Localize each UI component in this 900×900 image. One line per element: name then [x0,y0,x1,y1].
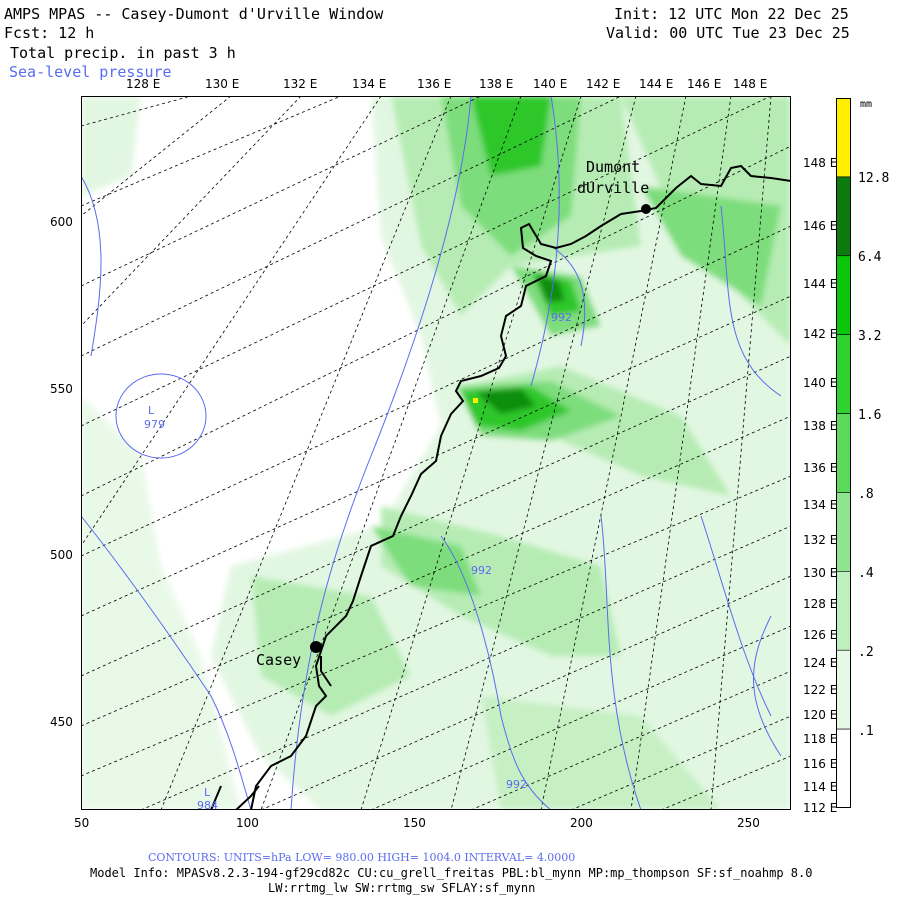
right-lon-label: 134 E [803,498,838,512]
isobar-label: 992 [551,311,572,324]
y-axis-label: 500 [50,548,73,562]
right-lon-label: 124 E [803,656,838,670]
station-label: dUrville [577,179,649,197]
right-lon-label: 120 E [803,708,838,722]
isobars [81,96,782,810]
field-name: Total precip. in past 3 h [10,44,236,62]
x-axis-label: 150 [403,816,426,830]
isobar-label: 979 [144,418,165,431]
colorbar-segment [836,255,851,335]
forecast-hour: Fcst: 12 h [4,24,95,42]
y-axis-label: 600 [50,215,73,229]
station-casey[interactable]: Casey [256,641,322,669]
top-lon-label: 142 E [586,77,621,91]
station-dumont-durville[interactable]: Dumont dUrville [577,158,651,214]
colorbar-label: 12.8 [858,171,890,186]
right-lon-label: 140 E [803,376,838,390]
model-info: Model Info: MPASv8.2.3-194-gf29cd82c CU:… [90,866,813,880]
precip-field [81,96,791,810]
y-axis-label: 550 [50,382,73,396]
right-lon-label: 116 E [803,757,838,771]
colorbar-label: .2 [858,645,874,660]
top-lon-label: 138 E [479,77,514,91]
colorbar-segment [836,571,851,651]
right-lon-label: 142 E [803,327,838,341]
right-lon-label: 128 E [803,597,838,611]
top-lon-label: 134 E [352,77,387,91]
x-axis-label: 250 [737,816,760,830]
right-lon-label: 146 E [803,219,838,233]
station-label: Dumont [586,158,640,176]
colorbar-label: 1.6 [858,408,882,423]
colorbar-label: 3.2 [858,329,882,344]
right-lon-label: 144 E [803,277,838,291]
x-axis-label: 50 [74,816,90,830]
y-axis-label: 450 [50,715,73,729]
right-lon-label: 148 E [803,156,838,170]
colorbar-segment [836,413,851,493]
colorbar-segment [836,728,851,808]
colorbar-segment [836,649,851,730]
right-lon-label: 136 E [803,461,838,475]
colorbar-segment [836,492,851,572]
overlay-name: Sea-level pressure [9,63,172,81]
precip-max-cell [473,398,478,403]
isobar-label: 992 [506,778,527,791]
coastline [210,164,791,810]
station-label: Casey [256,651,301,669]
right-lon-label: 112 E [803,801,838,815]
init-time: Init: 12 UTC Mon 22 Dec 25 [614,5,849,23]
top-lon-label: 144 E [639,77,674,91]
map-title: AMPS MPAS -- Casey-Dumont d'Urville Wind… [4,5,384,23]
colorbar-segment [836,98,851,178]
colorbar-segment [836,176,851,257]
right-lon-label: 114 E [803,780,838,794]
x-axis-label: 100 [236,816,259,830]
right-lon-label: 132 E [803,533,838,547]
top-lon-label: 146 E [687,77,722,91]
top-lon-label: 140 E [533,77,568,91]
colorbar-unit: mm [860,99,873,110]
colorbar [836,98,851,808]
colorbar-label: .4 [858,566,874,581]
right-lon-label: 126 E [803,628,838,642]
colorbar-label: .8 [858,487,874,502]
right-lon-label: 122 E [803,683,838,697]
top-lon-label: 128 E [126,77,161,91]
top-lon-label: 130 E [205,77,240,91]
right-lon-label: 130 E [803,566,838,580]
contour-info: CONTOURS: UNITS=hPa LOW= 980.00 HIGH= 10… [148,851,576,864]
right-lon-label: 138 E [803,419,838,433]
model-info-line2: LW:rrtmg_lw SW:rrtmg_sw SFLAY:sf_mynn [268,881,536,895]
colorbar-label: 6.4 [858,250,882,265]
graticule [81,96,791,810]
top-lon-label: 136 E [417,77,452,91]
low-marker: L [148,404,155,417]
low-marker: L [204,786,211,799]
isobar-labels: L 979 992 992 992 984 L [144,311,572,810]
top-lon-label: 148 E [733,77,768,91]
colorbar-label: .1 [858,724,874,739]
isobar-label: 984 [197,799,218,810]
right-lon-label: 118 E [803,732,838,746]
x-axis-label: 200 [570,816,593,830]
top-lon-label: 132 E [283,77,318,91]
valid-time: Valid: 00 UTC Tue 23 Dec 25 [606,24,850,42]
precipitation-map[interactable]: Dumont dUrville Casey L 979 992 992 992 … [81,96,791,810]
colorbar-segment [836,334,851,414]
isobar-label: 992 [471,564,492,577]
